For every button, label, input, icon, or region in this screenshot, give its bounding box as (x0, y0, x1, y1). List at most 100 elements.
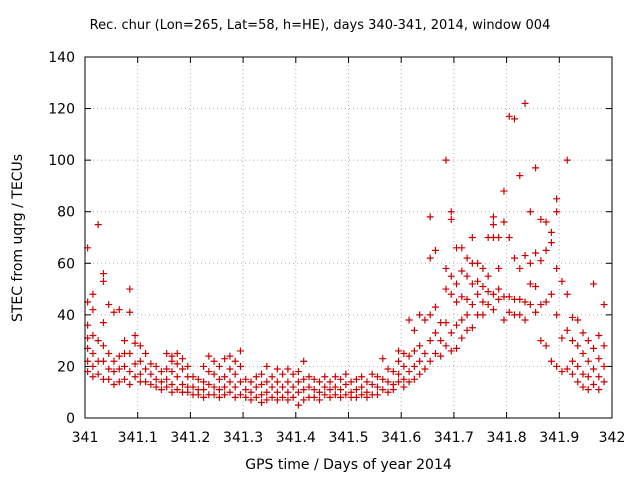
data-point (131, 339, 139, 347)
data-point (389, 386, 397, 394)
data-point (447, 329, 455, 337)
data-point (579, 329, 587, 337)
data-point (258, 370, 266, 378)
data-point (542, 246, 550, 254)
data-point (489, 221, 497, 229)
data-point (200, 378, 208, 386)
data-point (400, 383, 408, 391)
data-point (310, 393, 318, 401)
data-point (94, 337, 102, 345)
data-point (300, 396, 308, 404)
data-point (279, 393, 287, 401)
data-point (316, 388, 324, 396)
data-point (363, 378, 371, 386)
data-point (495, 264, 503, 272)
data-point (358, 373, 366, 381)
data-point (200, 386, 208, 394)
data-point (547, 228, 555, 236)
data-point (337, 386, 345, 394)
data-point (458, 316, 466, 324)
data-point (410, 375, 418, 383)
data-point (99, 319, 107, 327)
data-point (231, 383, 239, 391)
data-point (489, 290, 497, 298)
data-point (131, 360, 139, 368)
data-point (431, 350, 439, 358)
data-point (442, 319, 450, 327)
data-point (421, 316, 429, 324)
data-point (463, 326, 471, 334)
data-point (537, 301, 545, 309)
data-point (395, 370, 403, 378)
data-point (458, 267, 466, 275)
x-tick-label: 341.1 (118, 430, 158, 446)
data-point (273, 388, 281, 396)
data-point (426, 337, 434, 345)
data-point (521, 316, 529, 324)
data-point (321, 383, 329, 391)
data-point (547, 357, 555, 365)
data-point (453, 298, 461, 306)
data-point (94, 221, 102, 229)
y-tick-label: 100 (48, 153, 75, 169)
data-point (142, 365, 150, 373)
data-point (426, 254, 434, 262)
data-point (579, 350, 587, 358)
data-point (110, 368, 118, 376)
data-point (590, 365, 598, 373)
data-point (563, 326, 571, 334)
axis-ticks: 341 341.1 341.2 341.3 341.4 341.5 341.6 341.7 34… (48, 50, 625, 446)
y-tick-label: 40 (57, 308, 75, 324)
chart-title: Rec. chur (Lon=265, Lat=58, h=HE), days … (89, 18, 551, 33)
data-point (526, 208, 534, 216)
data-point (447, 290, 455, 298)
data-point (342, 370, 350, 378)
data-point (115, 306, 123, 314)
data-point (126, 285, 134, 293)
data-point (347, 378, 355, 386)
data-point (590, 280, 598, 288)
data-point (463, 254, 471, 262)
data-point (210, 391, 218, 399)
data-point (595, 386, 603, 394)
data-point (247, 378, 255, 386)
data-point (579, 383, 587, 391)
data-point (263, 396, 271, 404)
data-points (84, 99, 608, 409)
data-point (453, 344, 461, 352)
data-point (600, 362, 608, 370)
data-point (305, 373, 313, 381)
data-point (215, 362, 223, 370)
data-point (242, 393, 250, 401)
data-point (558, 277, 566, 285)
data-point (157, 378, 165, 386)
data-point (505, 293, 513, 301)
data-point (489, 213, 497, 221)
data-point (389, 368, 397, 376)
data-point (326, 393, 334, 401)
data-point (416, 370, 424, 378)
data-point (157, 386, 165, 394)
data-point (289, 370, 297, 378)
data-point (495, 295, 503, 303)
data-point (426, 213, 434, 221)
data-point (463, 295, 471, 303)
data-point (231, 370, 239, 378)
x-tick-label: 341.8 (487, 430, 527, 446)
data-point (294, 388, 302, 396)
data-point (289, 383, 297, 391)
data-point (400, 375, 408, 383)
data-point (521, 252, 529, 260)
data-point (205, 352, 213, 360)
data-point (326, 378, 334, 386)
data-point (479, 282, 487, 290)
data-point (300, 386, 308, 394)
data-point (600, 301, 608, 309)
data-point (89, 350, 97, 358)
data-point (568, 370, 576, 378)
data-point (352, 375, 360, 383)
data-point (94, 370, 102, 378)
data-point (447, 215, 455, 223)
data-point (310, 375, 318, 383)
